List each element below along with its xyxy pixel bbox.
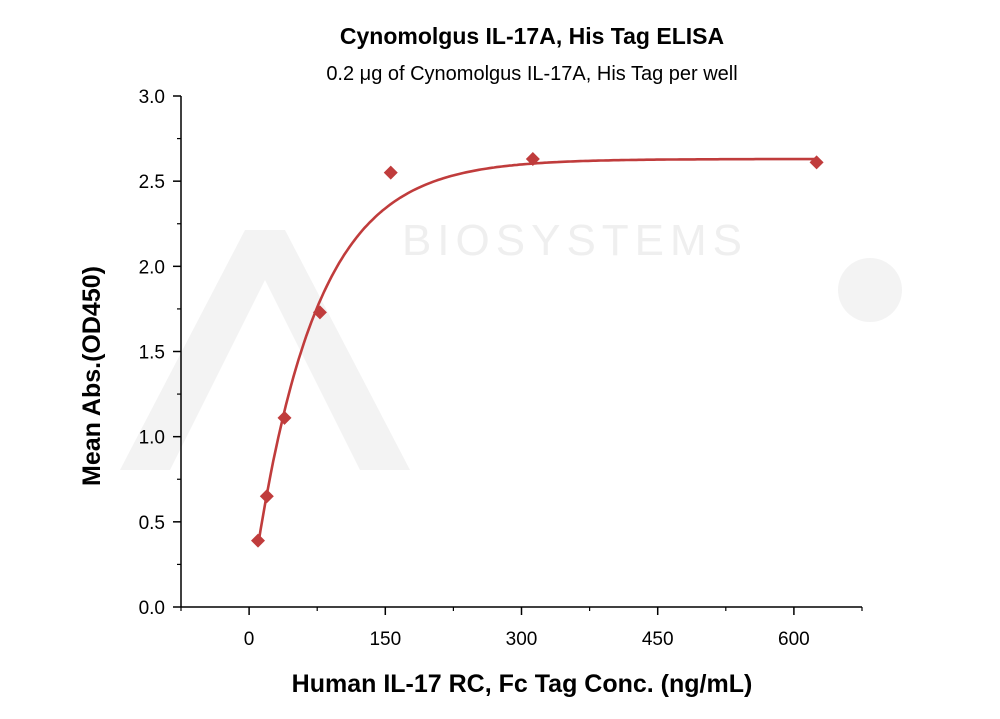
data-point: [809, 155, 824, 170]
x-tick-label: 450: [642, 629, 674, 650]
y-axis-title: Mean Abs.(OD450): [78, 266, 106, 486]
y-axis-ticks: 0.0 0.5 1.0 1.5 2.0 2.5 3.0: [139, 87, 181, 619]
x-tick-label: 300: [506, 629, 538, 650]
data-point: [250, 533, 265, 548]
data-point: [259, 489, 274, 504]
y-tick-label: 2.0: [139, 257, 165, 278]
y-tick-label: 1.5: [139, 343, 165, 364]
y-tick-label: 3.0: [139, 87, 165, 108]
y-tick-label: 0.5: [139, 513, 165, 534]
x-axis-title: Human IL-17 RC, Fc Tag Conc. (ng/mL): [292, 670, 753, 698]
watermark: BIOSYSTEMS: [120, 216, 902, 470]
y-tick-label: 1.0: [139, 428, 165, 449]
data-point: [383, 165, 398, 180]
x-axis-ticks: 0 150 300 450 600: [180, 607, 863, 650]
fit-curve: [256, 157, 817, 547]
watermark-dot: [838, 258, 902, 322]
data-point: [277, 410, 292, 425]
chart-title: Cynomolgus IL-17A, His Tag ELISA: [340, 23, 724, 49]
x-tick-label: 0: [244, 629, 255, 650]
axes: [180, 96, 862, 608]
watermark-logo: [120, 230, 410, 470]
watermark-text: BIOSYSTEMS: [402, 216, 748, 265]
x-tick-label: 150: [369, 629, 401, 650]
data-points: [250, 152, 824, 548]
y-tick-label: 0.0: [139, 598, 165, 619]
fit-curves: [256, 157, 817, 547]
chart-subtitle: 0.2 μg of Cynomolgus IL-17A, His Tag per…: [326, 63, 737, 85]
x-tick-label: 600: [778, 629, 810, 650]
data-point: [525, 152, 540, 167]
y-tick-label: 2.5: [139, 172, 165, 193]
data-point: [312, 305, 327, 320]
